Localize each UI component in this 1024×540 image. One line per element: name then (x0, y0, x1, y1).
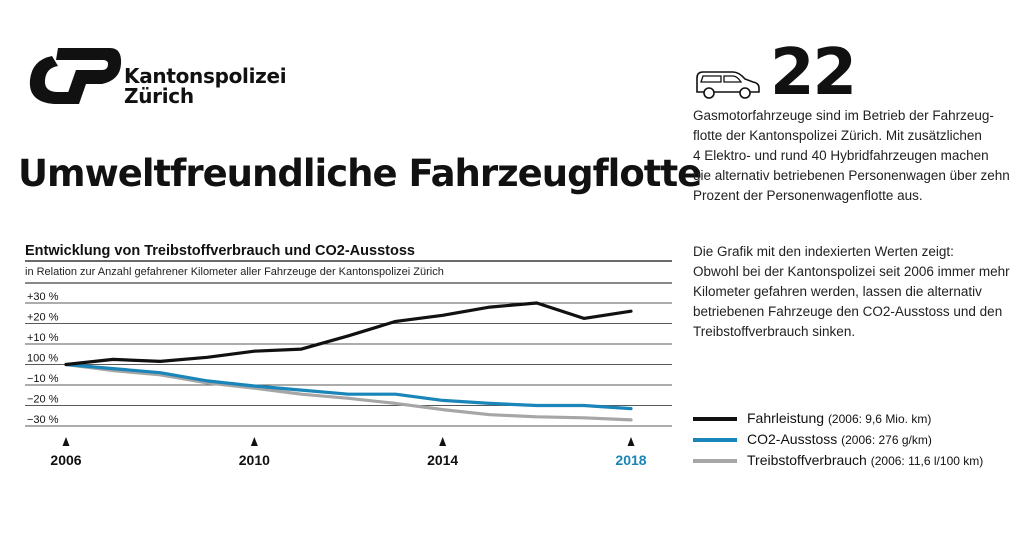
legend-swatch (693, 438, 737, 442)
y-tick-label: +30 % (27, 291, 59, 303)
x-tick-label: 2018 (615, 452, 646, 468)
x-tick-marker (439, 437, 447, 446)
org-name: Kantonspolizei Zürich (124, 64, 287, 108)
org-name-line1: Kantonspolizei (124, 64, 287, 88)
text-line: Gasmotorfahrzeuge sind im Betrieb der Fa… (693, 108, 994, 123)
series-line-co2 (64, 362, 633, 411)
legend-note: (2006: 11,6 l/100 km) (870, 454, 984, 468)
text-line: 4 Elektro- und rund 40 Hybridfahrzeugen … (693, 148, 989, 163)
x-tick-marker (250, 437, 258, 446)
text-line: Treibstoffverbrauch sinken. (693, 324, 856, 339)
series-line-fahrleistung (64, 301, 633, 367)
text-line: Obwohl bei der Kantonspolizei seit 2006 … (693, 264, 1010, 279)
y-tick-label: +10 % (27, 332, 59, 344)
van-icon (696, 71, 760, 99)
legend-label: CO2-Ausstoss (747, 431, 838, 447)
text-line: flotte der Kantonspolizei Zürich. Mit zu… (693, 128, 982, 143)
legend-swatch (693, 459, 737, 463)
kapo-logo-icon (29, 48, 122, 104)
legend-label: Treibstoffverbrauch (747, 452, 867, 468)
text-line: Die Grafik mit den indexierten Werten ze… (693, 244, 954, 259)
text-line: Prozent der Personenwagenflotte aus. (693, 188, 923, 203)
gas-vehicle-count: 22 (770, 36, 857, 110)
fleet-description: Gasmotorfahrzeuge sind im Betrieb der Fa… (693, 106, 1010, 206)
y-tick-label: −10 % (27, 373, 59, 385)
legend-swatch (693, 417, 737, 421)
y-tick-label: 100 % (27, 353, 58, 365)
y-tick-label: −20 % (27, 394, 59, 406)
legend-label: Fahrleistung (747, 410, 825, 426)
org-name-line2: Zürich (124, 84, 194, 108)
y-tick-label: −30 % (27, 414, 59, 426)
chart-explanation: Die Grafik mit den indexierten Werten ze… (693, 242, 1010, 342)
series-line-treibstoff (64, 362, 633, 422)
line-chart: +30 % +20 % +10 % 100 % −10 % −20 % −30 % 2006 2… (25, 260, 672, 468)
y-tick-label: +20 % (27, 312, 59, 324)
text-line: Kilometer gefahren werden, lassen die al… (693, 284, 982, 299)
chart-subtitle: in Relation zur Anzahl gefahrener Kilome… (25, 266, 444, 278)
chart-title: Entwicklung von Treibstoffverbrauch und … (25, 243, 415, 259)
x-tick-marker (62, 437, 70, 446)
page-title: Umweltfreundliche Fahrzeugflotte (18, 152, 702, 195)
x-tick-marker (627, 437, 635, 446)
text-line: die alternativ betriebenen Personenwagen… (693, 168, 1010, 183)
x-tick-label: 2006 (50, 452, 81, 468)
x-tick-label: 2010 (239, 452, 270, 468)
legend-note: (2006: 276 g/km) (841, 433, 932, 447)
x-tick-label: 2014 (427, 452, 458, 468)
legend-note: (2006: 9,6 Mio. km) (827, 412, 932, 426)
text-line: betriebenen Fahrzeuge den CO2-Ausstoss u… (693, 304, 1003, 319)
